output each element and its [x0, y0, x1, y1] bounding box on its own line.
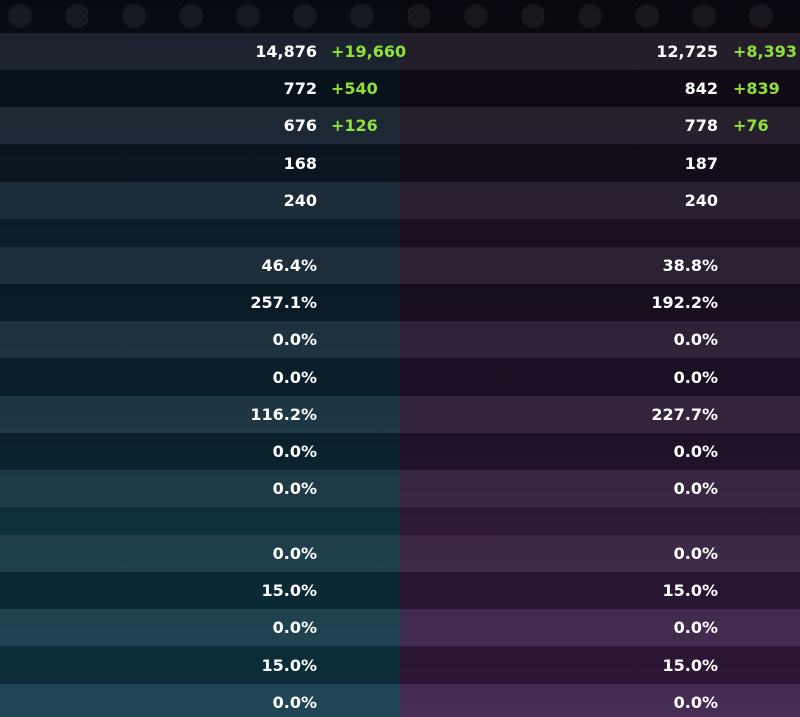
stat-row: 0.0% 0.0%: [0, 535, 800, 572]
left-value: 0.0%: [272, 692, 317, 712]
left-character-panel: [0, 0, 400, 717]
stat-row: 772 +540 842 +839: [0, 70, 800, 108]
left-value: 772: [283, 79, 317, 99]
character-icon-bar: [0, 0, 800, 33]
right-character-panel: [400, 0, 800, 717]
stat-row: 46.4% 38.8%: [0, 247, 800, 284]
left-value: 0.0%: [272, 618, 317, 638]
right-bonus: +76: [733, 116, 769, 136]
right-value: 38.8%: [662, 256, 718, 275]
stat-row: 168 187: [0, 144, 800, 182]
stat-row: 0.0% 0.0%: [0, 321, 800, 359]
left-bonus: +540: [331, 79, 378, 99]
right-value: 15.0%: [662, 655, 718, 675]
left-bonus: +19,660: [331, 42, 407, 61]
character-icon[interactable]: [350, 4, 374, 28]
left-value: 14,876: [255, 42, 317, 61]
character-icon[interactable]: [179, 4, 203, 28]
right-bonus: +8,393: [733, 42, 798, 61]
right-value: 778: [684, 116, 718, 136]
stat-row: 0.0% 0.0%: [0, 358, 800, 396]
right-value: 227.7%: [651, 404, 718, 424]
left-value: 15.0%: [261, 655, 317, 675]
character-icon[interactable]: [578, 4, 602, 28]
stat-row: 15.0% 15.0%: [0, 646, 800, 684]
character-icon[interactable]: [692, 4, 716, 28]
left-value: 0.0%: [272, 442, 317, 461]
left-value: 240: [283, 190, 317, 210]
right-value: 0.0%: [673, 367, 718, 387]
stat-row: 676 +126 778 +76: [0, 107, 800, 145]
character-icon[interactable]: [407, 4, 431, 28]
left-value: 0.0%: [272, 330, 317, 350]
right-value: 192.2%: [651, 293, 718, 313]
left-value: 116.2%: [250, 404, 317, 424]
left-value: 15.0%: [261, 581, 317, 601]
character-icon[interactable]: [749, 4, 773, 28]
right-value: 240: [684, 190, 718, 210]
left-value: 0.0%: [272, 479, 317, 499]
stat-row: 0.0% 0.0%: [0, 609, 800, 647]
stat-row: 240 240: [0, 181, 800, 219]
left-value: 257.1%: [250, 293, 317, 313]
right-bonus: +839: [733, 79, 780, 99]
right-value: 0.0%: [673, 330, 718, 350]
stat-row: 0.0% 0.0%: [0, 433, 800, 470]
stat-row: 14,876 +19,660 12,725 +8,393: [0, 33, 800, 70]
character-icon[interactable]: [8, 4, 32, 28]
right-value: 0.0%: [673, 479, 718, 499]
right-value: 12,725: [656, 42, 718, 61]
right-value: 15.0%: [662, 581, 718, 601]
stat-row: 0.0% 0.0%: [0, 470, 800, 508]
right-value: 0.0%: [673, 544, 718, 563]
character-icon[interactable]: [635, 4, 659, 28]
stat-row: 116.2% 227.7%: [0, 395, 800, 433]
right-value: 0.0%: [673, 618, 718, 638]
right-value: 842: [684, 79, 718, 99]
character-icon[interactable]: [521, 4, 545, 28]
left-value: 46.4%: [261, 256, 317, 275]
character-icon[interactable]: [122, 4, 146, 28]
stat-row: 15.0% 15.0%: [0, 572, 800, 610]
character-icon[interactable]: [464, 4, 488, 28]
right-value: 0.0%: [673, 692, 718, 712]
character-icon[interactable]: [236, 4, 260, 28]
left-value: 168: [283, 153, 317, 173]
left-value: 676: [283, 116, 317, 136]
stat-row: 0.0% 0.0%: [0, 683, 800, 717]
left-value: 0.0%: [272, 367, 317, 387]
stat-row: 257.1% 192.2%: [0, 284, 800, 322]
character-icon[interactable]: [293, 4, 317, 28]
left-value: 0.0%: [272, 544, 317, 563]
character-icon[interactable]: [65, 4, 89, 28]
right-value: 187: [684, 153, 718, 173]
right-value: 0.0%: [673, 442, 718, 461]
left-bonus: +126: [331, 116, 378, 136]
